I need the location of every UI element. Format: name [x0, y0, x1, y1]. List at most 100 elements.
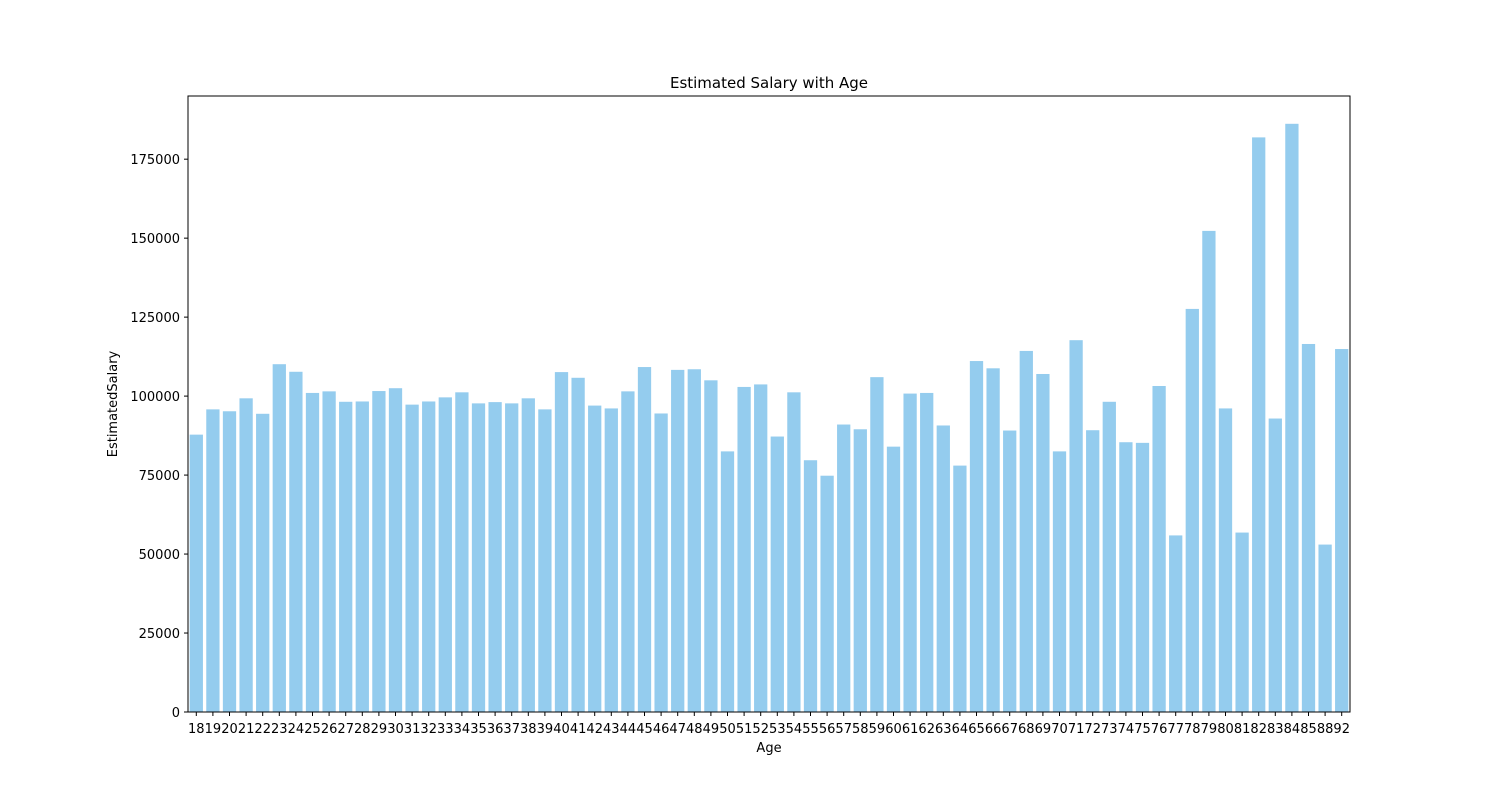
bar	[256, 413, 270, 712]
x-tick-label: 62	[918, 722, 935, 737]
bar	[538, 409, 552, 712]
x-tick-label: 38	[520, 722, 537, 737]
bar	[239, 398, 253, 712]
bar	[621, 391, 635, 712]
bar	[1335, 349, 1349, 712]
x-tick-label: 24	[288, 722, 305, 737]
x-tick-label: 64	[952, 722, 969, 737]
bar	[372, 391, 386, 712]
bar	[986, 368, 1000, 712]
x-tick-label: 66	[985, 722, 1002, 737]
bar	[920, 392, 934, 712]
x-tick-label: 79	[1201, 722, 1218, 737]
bar	[422, 401, 436, 712]
x-tick-label: 85	[1300, 722, 1317, 737]
bar	[1318, 544, 1332, 712]
x-tick-label: 50	[719, 722, 736, 737]
y-tick-label: 125000	[130, 311, 180, 326]
x-tick-label: 37	[503, 722, 520, 737]
x-tick-label: 31	[404, 722, 421, 737]
x-tick-label: 75	[1134, 722, 1151, 737]
y-tick-label: 150000	[130, 232, 180, 247]
x-tick-label: 19	[205, 722, 222, 737]
x-tick-label: 42	[586, 722, 603, 737]
bar	[1152, 385, 1166, 712]
bar	[1268, 418, 1282, 712]
bar	[471, 403, 486, 712]
bar	[1119, 442, 1133, 712]
x-tick-label: 29	[371, 722, 388, 737]
bar	[438, 397, 452, 712]
x-tick-label: 35	[470, 722, 487, 737]
bar	[1086, 430, 1100, 712]
x-axis: 18 19 20 21 22 23 24 25 26 27 28 29 30 31 32 33 34 35 36 37…	[188, 712, 1350, 737]
bar	[820, 475, 834, 712]
x-tick-label: 70	[1051, 722, 1068, 737]
x-tick-label: 34	[454, 722, 471, 737]
x-tick-label: 81	[1234, 722, 1251, 737]
x-tick-label: 22	[254, 722, 271, 737]
y-tick-label: 25000	[139, 627, 180, 642]
bar	[1135, 442, 1150, 712]
bar	[1235, 532, 1249, 712]
bar	[1069, 340, 1083, 712]
x-tick-label: 41	[570, 722, 587, 737]
bar	[687, 369, 701, 712]
x-tick-label: 63	[935, 722, 952, 737]
x-axis-label: Age	[756, 741, 781, 756]
bar	[720, 451, 735, 712]
x-tick-label: 72	[1084, 722, 1101, 737]
x-tick-label: 43	[603, 722, 620, 737]
x-tick-label: 82	[1250, 722, 1267, 737]
bar	[969, 361, 984, 712]
bar	[637, 367, 652, 712]
bar	[1102, 401, 1116, 712]
x-tick-label: 67	[1001, 722, 1018, 737]
x-tick-label: 56	[819, 722, 836, 737]
bar	[737, 386, 751, 712]
bar	[704, 380, 718, 712]
x-tick-label: 51	[736, 722, 753, 737]
x-tick-label: 71	[1068, 722, 1085, 737]
bar	[554, 372, 569, 712]
bar	[206, 409, 220, 712]
y-tick-label: 50000	[139, 548, 180, 563]
bar	[571, 377, 585, 712]
bar	[588, 405, 602, 712]
x-tick-label: 68	[1018, 722, 1035, 737]
x-tick-label: 33	[437, 722, 454, 737]
bar	[604, 408, 618, 712]
bar	[488, 402, 502, 712]
x-tick-label: 77	[1167, 722, 1184, 737]
x-tick-label: 21	[238, 722, 255, 737]
bar	[1169, 535, 1183, 712]
bar	[388, 388, 403, 712]
y-axis: 0 25000 50000 75000 100000 125000 150000 175000	[130, 153, 188, 721]
x-tick-label: 18	[188, 722, 205, 737]
bar	[289, 371, 303, 712]
x-tick-label: 59	[869, 722, 886, 737]
x-tick-label: 58	[852, 722, 869, 737]
y-tick-label: 100000	[130, 390, 180, 405]
bar	[339, 401, 353, 712]
x-tick-label: 54	[786, 722, 803, 737]
x-tick-label: 53	[769, 722, 786, 737]
bar	[189, 434, 203, 712]
bar	[1252, 137, 1266, 712]
x-tick-label: 28	[354, 722, 371, 737]
x-tick-label: 39	[537, 722, 554, 737]
x-tick-label: 40	[553, 722, 570, 737]
bar	[455, 392, 469, 712]
x-tick-label: 92	[1333, 722, 1350, 737]
x-tick-label: 23	[271, 722, 288, 737]
bar	[1185, 308, 1199, 712]
x-tick-label: 80	[1217, 722, 1234, 737]
bar	[1202, 230, 1216, 713]
x-tick-label: 30	[387, 722, 404, 737]
x-tick-label: 45	[636, 722, 653, 737]
bar	[1052, 451, 1067, 712]
x-tick-label: 83	[1267, 722, 1284, 737]
bar	[355, 401, 369, 712]
y-tick-label: 0	[172, 706, 180, 721]
